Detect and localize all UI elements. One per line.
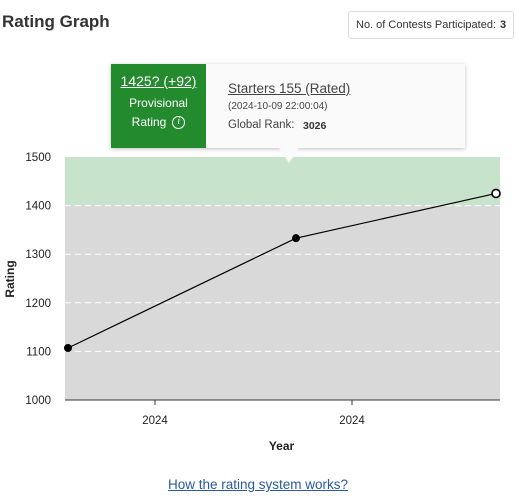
x-axis-title: Year <box>269 439 295 453</box>
rating-band-1 <box>65 157 500 206</box>
contest-tooltip: 1425? (+92) Provisional Rating i Starter… <box>111 64 465 148</box>
rating-system-link[interactable]: How the rating system works? <box>167 477 349 492</box>
tooltip-rating-status: Provisional <box>129 96 188 110</box>
contests-count-label: No. of Contests Participated: <box>356 19 497 31</box>
tooltip-rank-value: 3026 <box>303 120 327 132</box>
rating-point-selected <box>491 188 501 199</box>
tooltip-contest-date: (2024-10-09 22:00:04) <box>228 101 328 112</box>
contests-count-value: 3 <box>500 19 507 31</box>
info-icon[interactable]: i <box>172 115 186 129</box>
tooltip-rating-panel: 1425? (+92) Provisional Rating i <box>111 64 206 148</box>
y-tick-label: 1100 <box>26 346 51 358</box>
y-tick-label: 1200 <box>25 298 51 310</box>
tooltip-rank-label: Global Rank: <box>228 119 295 131</box>
rating-point <box>292 234 300 243</box>
y-tick-label: 1000 <box>25 395 51 407</box>
tooltip-rating-value[interactable]: 1425? (+92) <box>120 73 197 89</box>
tooltip-pointer <box>279 148 299 163</box>
x-tick-label: 2024 <box>339 415 365 427</box>
tooltip-rating-kind-row: Rating i <box>111 115 206 129</box>
y-tick-label: 1400 <box>25 201 51 213</box>
contests-count-badge: No. of Contests Participated: 3 <box>348 11 515 39</box>
page-title: Rating Graph <box>2 12 110 31</box>
tooltip-contest-link[interactable]: Starters 155 (Rated) <box>228 81 351 96</box>
rating-point <box>64 343 72 352</box>
y-tick-label: 1500 <box>25 152 51 164</box>
x-tick-label: 2024 <box>142 415 168 427</box>
y-axis-title: Rating <box>3 260 17 297</box>
tooltip-rating-kind: Rating <box>131 115 167 129</box>
rating-chart: 1000 1100 1200 1300 1400 1500 2024 2024 Year Rati… <box>3 152 501 453</box>
y-tick-label: 1300 <box>25 249 51 261</box>
